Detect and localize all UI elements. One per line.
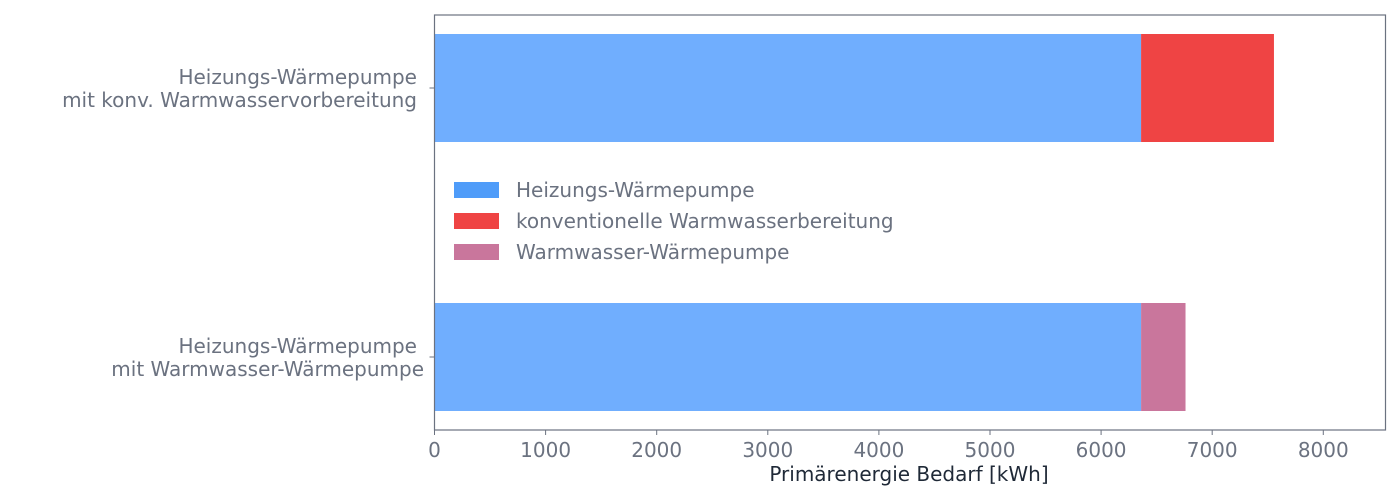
- bar-segment: [1141, 34, 1274, 142]
- y-tick-label: Heizungs-Wärmepumpe: [178, 65, 417, 89]
- plot-frame: [433, 14, 1387, 431]
- legend-swatch: [454, 213, 499, 229]
- x-tick-label: 1000: [520, 438, 571, 462]
- x-axis-label: Primärenergie Bedarf [kWh]: [769, 462, 1048, 486]
- x-tick-label: 8000: [1298, 438, 1349, 462]
- bar-segment: [434, 303, 1142, 411]
- y-tick-label: mit Warmwasser-Wärmepumpe: [111, 357, 424, 381]
- x-tick-label: 3000: [742, 438, 793, 462]
- y-tick-label: mit konv. Warmwasservorbereitung: [62, 88, 417, 112]
- legend-swatch: [454, 244, 499, 260]
- x-tick-label: 5000: [965, 438, 1016, 462]
- x-tick-label: 2000: [631, 438, 682, 462]
- x-tick-label: 6000: [1076, 438, 1127, 462]
- bar-segment: [434, 34, 1142, 142]
- legend-swatch: [454, 182, 499, 198]
- legend-label: Heizungs-Wärmepumpe: [516, 178, 755, 202]
- y-tick-label: Heizungs-Wärmepumpe: [178, 334, 417, 358]
- x-tick-label: 4000: [853, 438, 904, 462]
- x-tick-label: 7000: [1187, 438, 1238, 462]
- legend-label: Warmwasser-Wärmepumpe: [516, 240, 789, 264]
- legend-label: konventionelle Warmwasserbereitung: [516, 209, 894, 233]
- x-tick-label: 0: [428, 438, 441, 462]
- bar-segment: [1141, 303, 1186, 411]
